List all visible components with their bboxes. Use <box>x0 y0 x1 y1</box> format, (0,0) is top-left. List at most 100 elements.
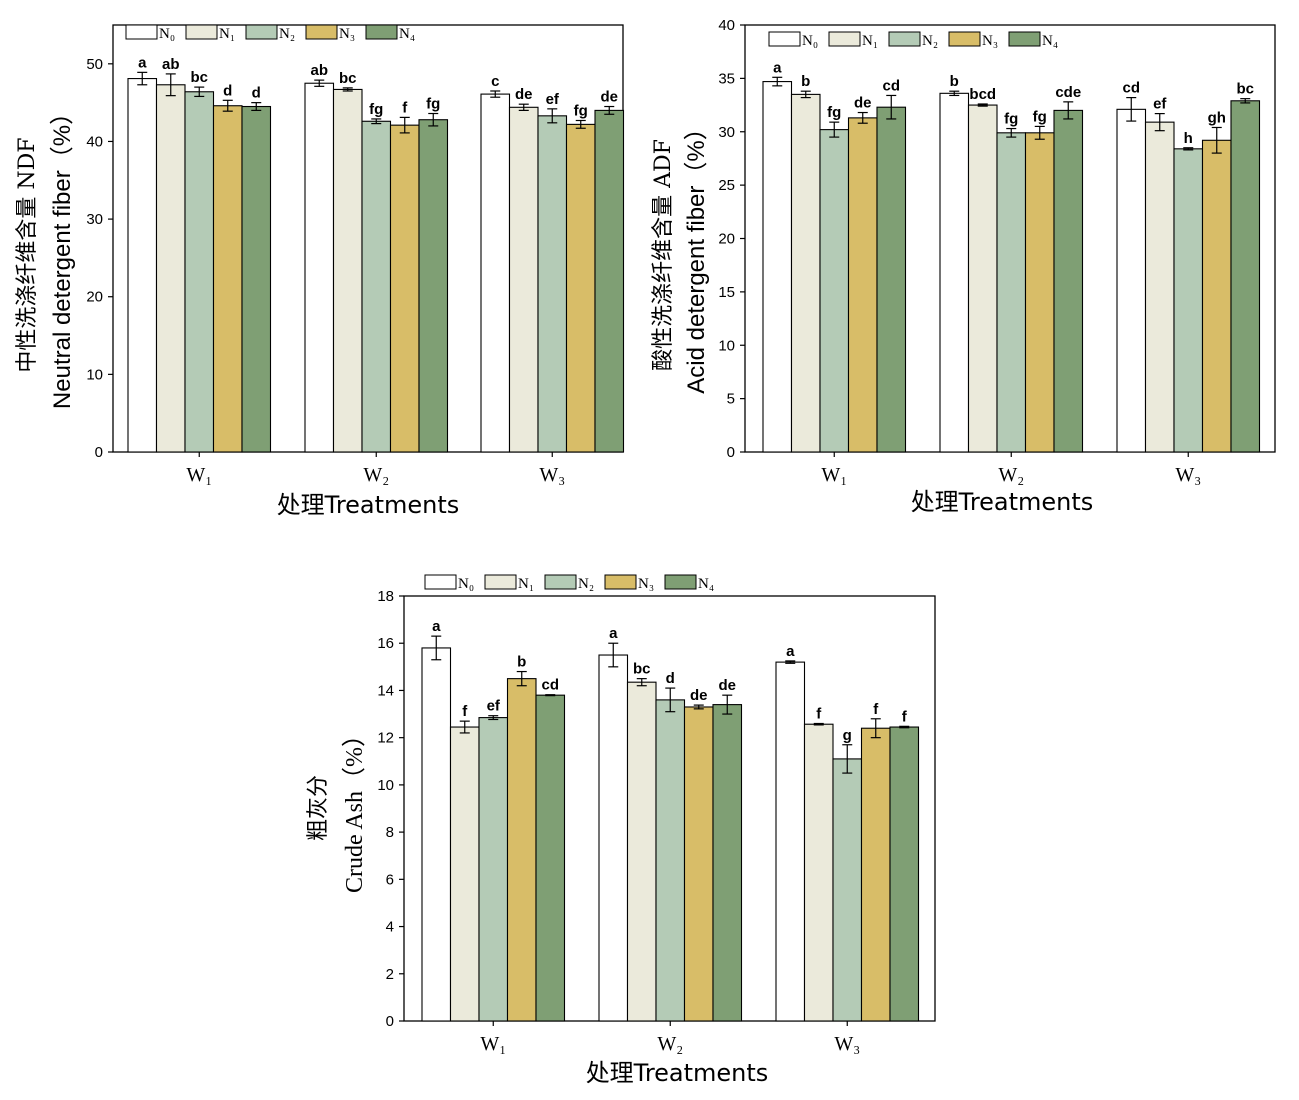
ash-bar <box>508 679 537 1021</box>
ndf-significance-letter: de <box>515 86 533 103</box>
ndf-significance-letter: fg <box>574 102 588 119</box>
adf-significance-letter: bcd <box>969 86 996 103</box>
ndf-significance-letter: bc <box>190 69 208 86</box>
adf-significance-letter: h <box>1184 130 1193 147</box>
ash-significance-letter: cd <box>541 677 559 694</box>
figure-canvas: 01020304050 a abcabbcdebcfgefdf fgdfg deW₁ W₂… <box>0 0 1299 1100</box>
adf-significance-letter: a <box>773 59 782 76</box>
adf-bar <box>763 82 792 452</box>
ndf-legend-label: N₂ <box>279 26 295 42</box>
ash-ytick-label: 10 <box>377 777 394 794</box>
ash-ytick-label: 18 <box>377 588 394 605</box>
ndf-bar <box>185 92 214 452</box>
adf-significance-letter: cd <box>882 77 900 94</box>
ash-bar <box>422 648 451 1021</box>
adf-bar <box>849 118 878 452</box>
adf-bar <box>1117 109 1146 452</box>
ndf-bar <box>391 125 420 452</box>
adf-significance-letter: bc <box>1236 81 1254 98</box>
ash-significance-letter: f <box>873 701 879 718</box>
ndf-legend: N₀ N₁ N₂ N₃ N₄ <box>126 25 415 42</box>
ndf-legend-swatch <box>186 25 217 39</box>
adf-legend-swatch <box>769 32 800 46</box>
adf-xtick-label: W₁ <box>821 464 847 486</box>
adf-ytick-label: 10 <box>718 337 735 354</box>
ndf-bar <box>362 121 391 452</box>
adf-bar <box>1174 149 1203 452</box>
ash-legend-swatch <box>425 575 456 589</box>
ndf-bar <box>595 110 624 452</box>
ndf-legend-swatch <box>246 25 277 39</box>
ash-significance-letter: f <box>462 703 468 720</box>
ndf-xtick-label: W₃ <box>539 464 565 486</box>
ndf-xtick-label: W₁ <box>186 464 212 486</box>
adf-legend-label: N₁ <box>862 33 878 49</box>
adf-legend-label: N₀ <box>802 33 818 49</box>
adf-bar <box>877 107 906 452</box>
ndf-bar <box>567 124 596 452</box>
adf-bar <box>1054 110 1083 452</box>
ash-xtick-label: W₃ <box>834 1033 860 1055</box>
ndf-significance-letter: de <box>600 89 618 106</box>
adf-ytick-label: 40 <box>718 17 735 34</box>
adf-legend-swatch <box>829 32 860 46</box>
ndf-ylabel-en: Neutral detergent fiber（%） <box>49 101 76 409</box>
adf-bar <box>1231 101 1260 452</box>
ndf-significance-letter: ef <box>546 91 560 108</box>
ash-legend-label: N₀ <box>458 576 474 592</box>
ash-bar <box>479 718 508 1021</box>
adf-bar <box>820 130 849 452</box>
ash-significance-letter: a <box>609 625 618 642</box>
ash-significance-letter: bc <box>633 661 651 678</box>
adf-bar <box>1146 122 1175 452</box>
adf-ytick-label: 0 <box>727 444 735 461</box>
adf-significance-letter: fg <box>827 104 841 121</box>
adf-legend-label: N₃ <box>982 33 998 49</box>
ash-ytick-label: 14 <box>377 682 394 699</box>
ash-bar <box>599 655 628 1021</box>
ndf-bar <box>419 120 448 452</box>
ndf-significance-letter: d <box>223 82 232 99</box>
adf-ylabel-cn: 酸性洗涤纤维含量 ADF <box>651 139 676 371</box>
ndf-significance-letter: bc <box>339 70 357 87</box>
ndf-bar <box>538 116 567 452</box>
ndf-ytick-label: 30 <box>86 211 103 228</box>
ash-significance-letter: g <box>843 727 852 744</box>
adf-legend-label: N₂ <box>922 33 938 49</box>
ash-significance-letter: f <box>902 708 908 725</box>
ash-significance-letter: ef <box>487 698 501 715</box>
ndf-bar <box>481 94 510 452</box>
ndf-legend-label: N₄ <box>399 26 415 42</box>
ndf-legend-swatch <box>366 25 397 39</box>
ash-xtick-label: W₂ <box>657 1033 683 1055</box>
ash-xlabel: 处理Treatments <box>586 1059 769 1087</box>
ash-bar <box>628 682 657 1021</box>
adf-significance-letter: gh <box>1208 109 1226 126</box>
ash-ytick-label: 4 <box>386 919 394 936</box>
ndf-legend-swatch <box>306 25 337 39</box>
ash-legend: N₀ N₁ N₂ N₃ N₄ <box>425 575 714 592</box>
adf-ytick-label: 35 <box>718 70 735 87</box>
ash-legend-label: N₁ <box>518 576 534 592</box>
ash-legend-swatch <box>605 575 636 589</box>
ash-bar <box>685 707 714 1021</box>
ndf-significance-letter: f <box>402 99 408 116</box>
adf-bar <box>969 105 998 452</box>
adf-xtick-label: W₂ <box>998 464 1024 486</box>
adf-legend-label: N₄ <box>1042 33 1058 49</box>
ash-legend-swatch <box>665 575 696 589</box>
adf-significance-letter: de <box>854 95 872 112</box>
ndf-xtick-label: W₂ <box>363 464 389 486</box>
ndf-bar <box>214 106 243 452</box>
ash-chart: 024681012141618a aafbcfefdgbdefcd defW₁ W₂ W… <box>306 575 935 1087</box>
ndf-significance-letter: fg <box>369 101 383 118</box>
adf-xlabel: 处理Treatments <box>911 488 1094 516</box>
ndf-legend-swatch <box>126 25 157 39</box>
ash-legend-label: N₂ <box>578 576 594 592</box>
ash-ytick-label: 12 <box>377 730 394 747</box>
ash-bar <box>805 724 834 1021</box>
ash-ytick-label: 2 <box>386 966 394 983</box>
ndf-ytick-label: 0 <box>95 444 103 461</box>
adf-significance-letter: b <box>950 73 959 90</box>
